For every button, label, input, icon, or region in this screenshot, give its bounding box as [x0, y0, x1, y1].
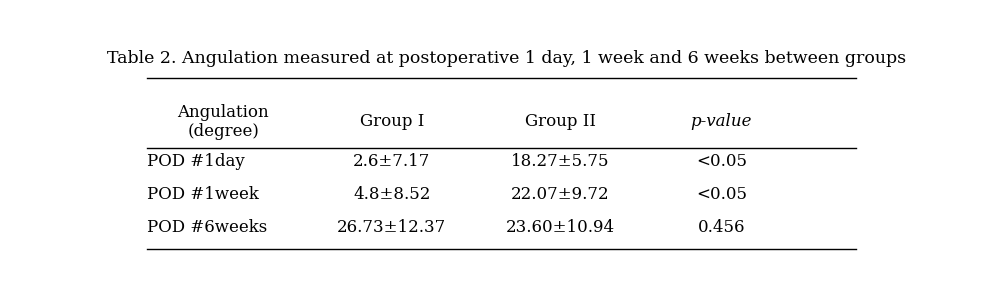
Text: 26.73±12.37: 26.73±12.37: [337, 219, 446, 236]
Text: <0.05: <0.05: [696, 153, 747, 170]
Text: POD #6weeks: POD #6weeks: [146, 219, 267, 236]
Text: p-value: p-value: [690, 113, 753, 131]
Text: 2.6±7.17: 2.6±7.17: [353, 153, 430, 170]
Text: <0.05: <0.05: [696, 186, 747, 203]
Text: 0.456: 0.456: [697, 219, 746, 236]
Text: Angulation
(degree): Angulation (degree): [177, 104, 269, 140]
Text: POD #1day: POD #1day: [146, 153, 244, 170]
Text: Group II: Group II: [525, 113, 596, 131]
Text: POD #1week: POD #1week: [146, 186, 258, 203]
Text: 22.07±9.72: 22.07±9.72: [511, 186, 610, 203]
Text: Group I: Group I: [360, 113, 424, 131]
Text: 18.27±5.75: 18.27±5.75: [511, 153, 610, 170]
Text: Table 2. Angulation measured at postoperative 1 day, 1 week and 6 weeks between : Table 2. Angulation measured at postoper…: [107, 50, 907, 67]
Text: 23.60±10.94: 23.60±10.94: [506, 219, 615, 236]
Text: 4.8±8.52: 4.8±8.52: [353, 186, 430, 203]
